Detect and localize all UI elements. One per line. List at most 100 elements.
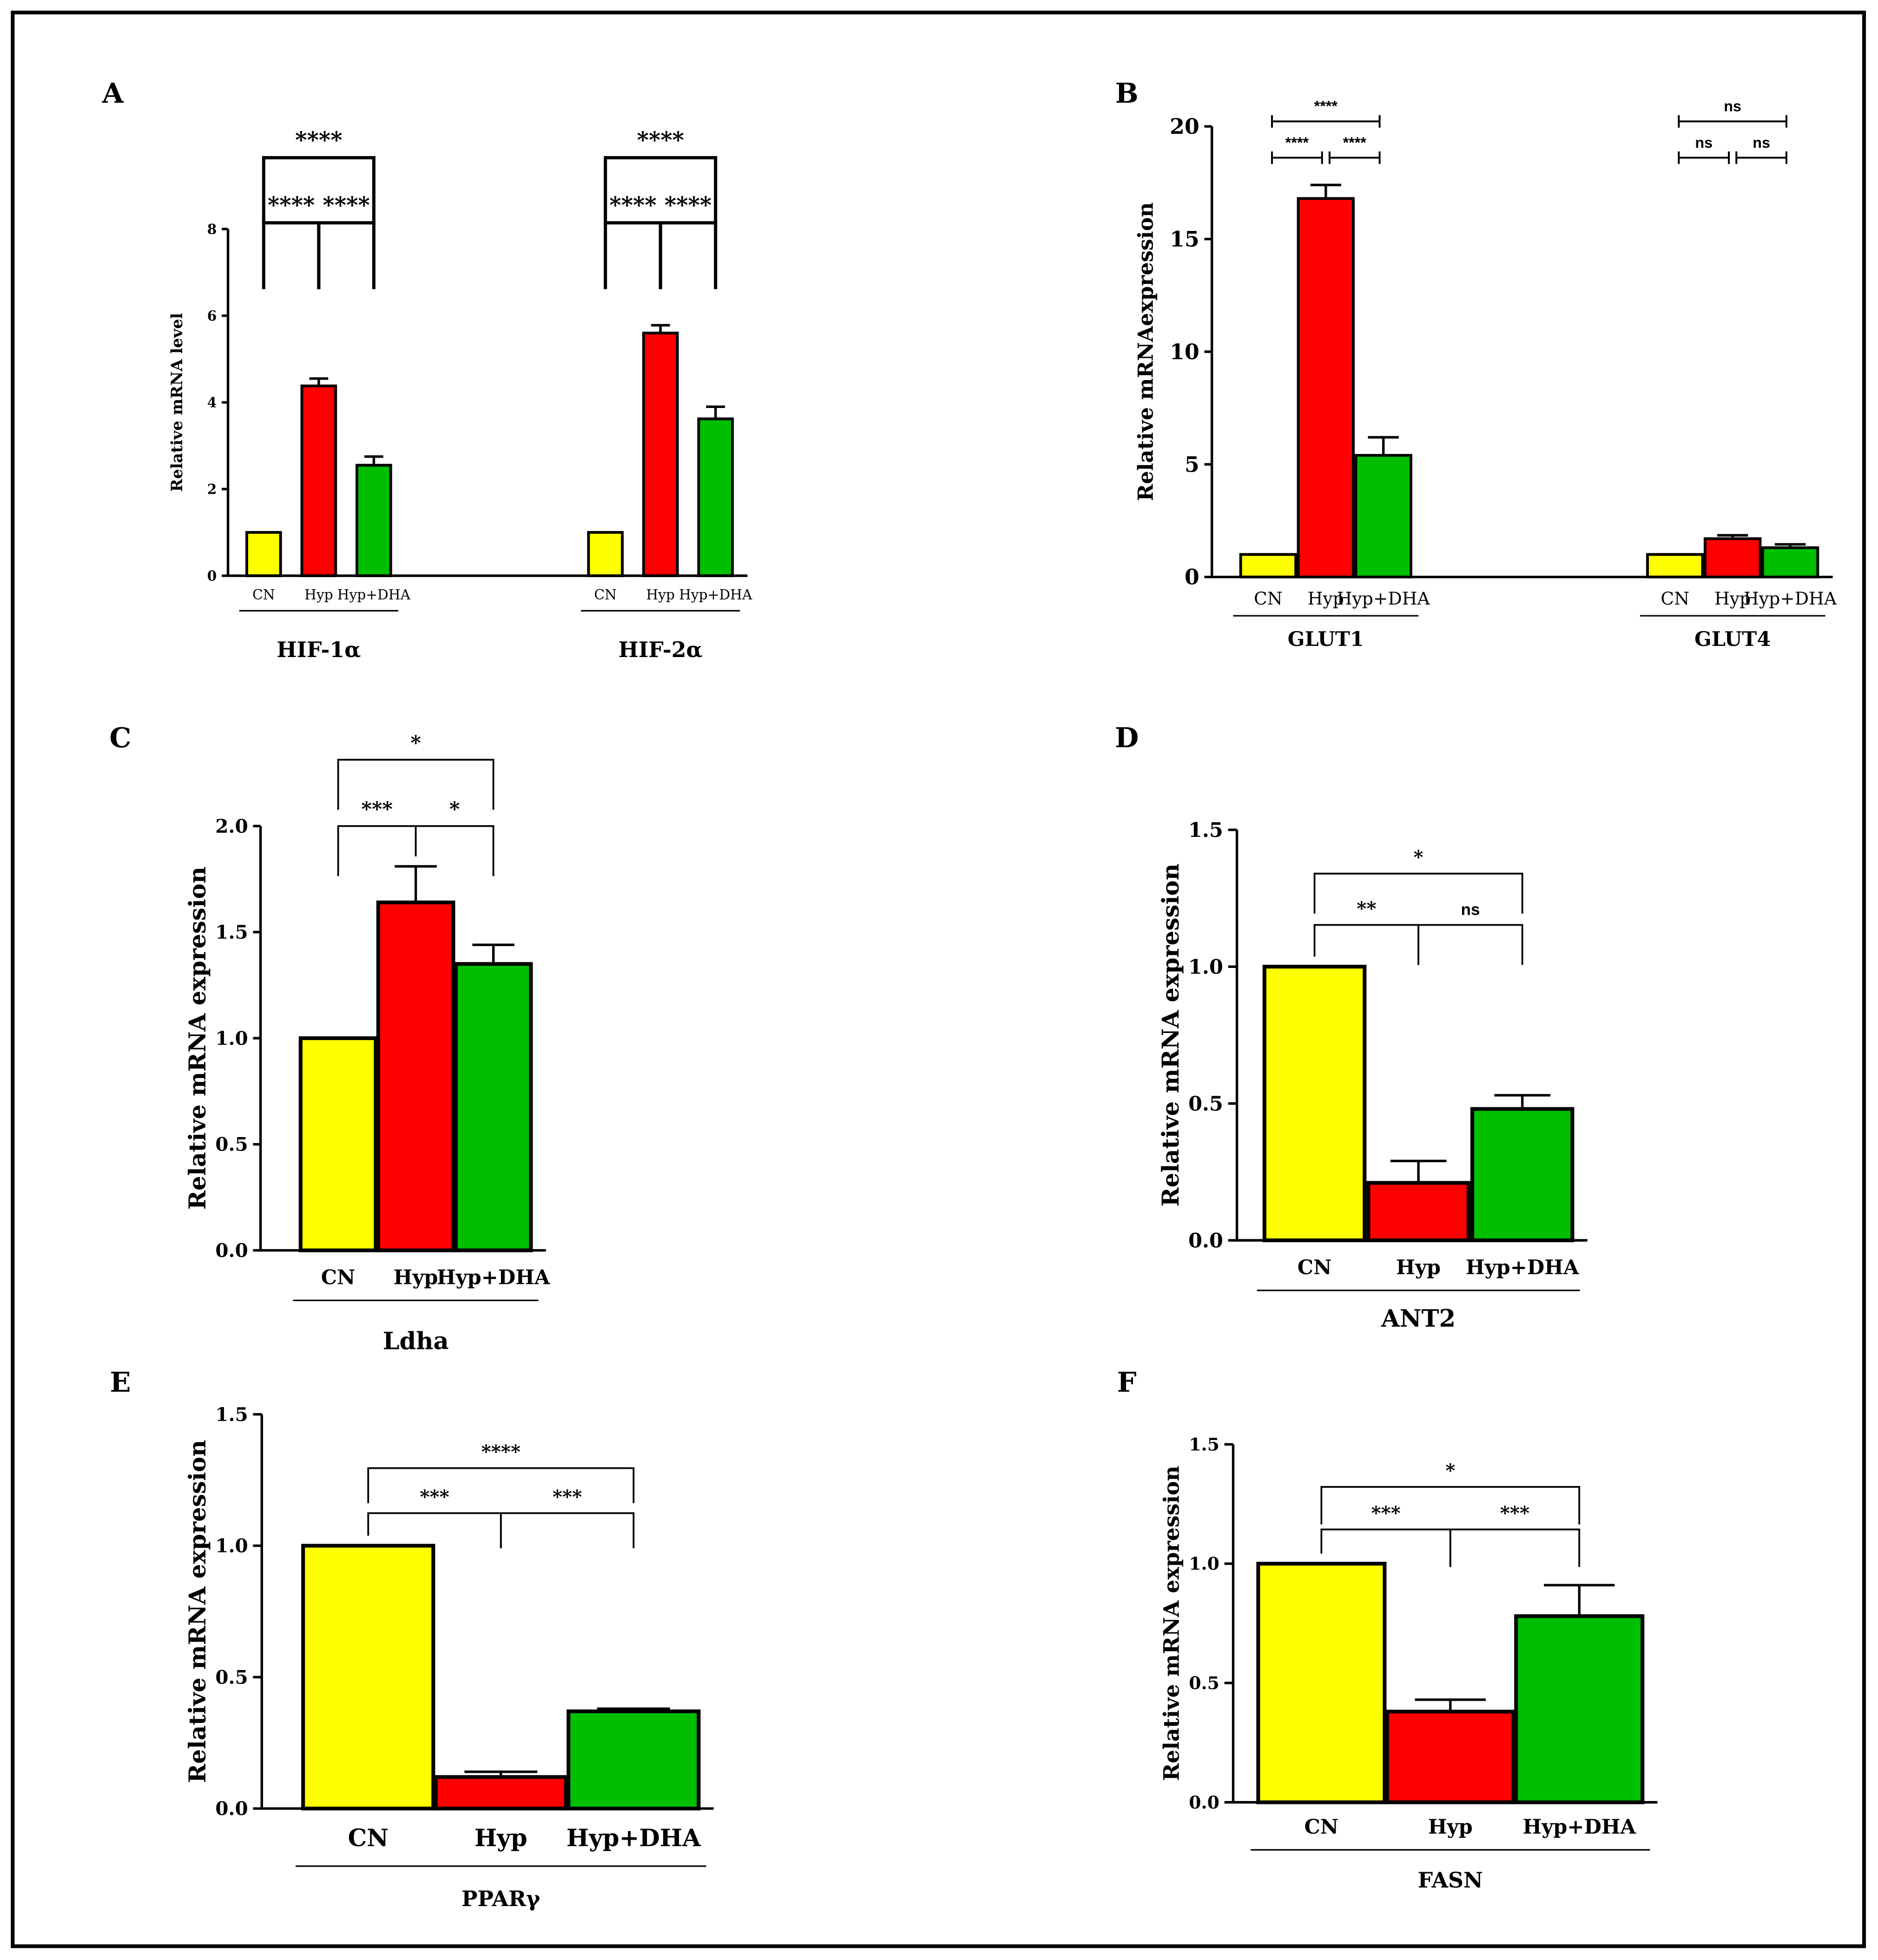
panel-c-ldha-category-label: Hyp <box>394 1266 438 1289</box>
sig-label: ** <box>1357 897 1376 920</box>
panel-a-hif-1-bar-hyp-dha <box>356 464 392 577</box>
sig-label: * <box>1414 846 1423 868</box>
sig-label: ns <box>1461 901 1480 919</box>
panel-a-y-label: Relative mRNA level <box>167 313 186 492</box>
panel-c-ldha-category-label: CN <box>321 1266 356 1289</box>
panel-b-y-label: Relative mRNAexpression <box>1134 202 1158 501</box>
sig-label: *** <box>361 798 393 821</box>
panel-b-glut1-group-label: GLUT1 <box>1288 628 1364 651</box>
panel-a-hif-1-sig-bracket: **** <box>317 192 376 289</box>
panel-b-glut4-category-label: Hyp+DHA <box>1744 588 1837 609</box>
sig-label: * <box>410 731 421 755</box>
panel-f-y-tick-label: 1.0 <box>1189 1553 1219 1574</box>
sig-label: * <box>449 798 460 821</box>
panel-c-ldha-group-label: Ldha <box>383 1328 449 1355</box>
panel-d-ant2-bar-cn <box>1262 965 1367 1243</box>
sig-label: *** <box>553 1486 582 1508</box>
panel-d-letter: D <box>1115 721 1139 754</box>
sig-label: **** <box>295 127 342 153</box>
panel-d-ant2-sig-bracket: * <box>1313 846 1523 914</box>
panel-e-ppar-bar-hyp-dha <box>567 1709 701 1811</box>
panel-f-fasn-group-label: FASN <box>1418 1868 1483 1893</box>
panel-a-hif-2-sig-bracket: **** <box>604 127 718 224</box>
sig-bracket-line <box>1320 1486 1581 1525</box>
figure-border <box>11 10 1866 1948</box>
panel-a-hif-2-sig-bracket: **** <box>659 192 718 289</box>
panel-c-ldha-bar-cn <box>298 1036 378 1252</box>
panel-f-fasn-bar-hyp-dha <box>1514 1614 1645 1804</box>
panel-a-hif-2-category-label: CN <box>594 587 617 603</box>
panel-c-y-label: Relative mRNA expression <box>184 867 211 1210</box>
panel-b-y-tick-label: 0 <box>1185 565 1199 590</box>
sig-bracket-line <box>659 221 718 289</box>
panel-b-glut4-bar-hyp-dha <box>1761 546 1819 579</box>
panel-c-y-tick-label: 2.0 <box>215 815 248 837</box>
panel-a-hif-2-category-label: Hyp <box>646 587 675 603</box>
panel-b-glut4-sig-bracket: ns <box>1735 134 1788 164</box>
sig-bracket-line <box>262 156 376 224</box>
panel-d-ant2-bar-hyp <box>1366 1181 1470 1243</box>
panel-f-fasn-category-label: CN <box>1305 1815 1339 1839</box>
panel-b-glut4-bar-cn <box>1646 553 1704 579</box>
panel-d-y-tick-label: 1.0 <box>1188 955 1223 979</box>
panel-f-fasn-category-label: Hyp+DHA <box>1522 1815 1636 1839</box>
panel-a-y-tick-label: 2 <box>207 481 217 497</box>
panel-b-glut1-category-label: Hyp+DHA <box>1337 588 1430 609</box>
panel-c-ldha-bar-hyp <box>376 901 455 1252</box>
sig-label: ns <box>1753 134 1770 151</box>
sig-label: **** <box>637 127 684 153</box>
panel-a-hif-2-bar-hyp-dha <box>697 417 734 577</box>
panel-c-y-tick-label: 0.5 <box>215 1133 248 1156</box>
sig-bracket-line <box>1313 924 1419 965</box>
panel-b-y-tick-label: 5 <box>1185 452 1199 477</box>
panel-b-glut4-group-label: GLUT4 <box>1694 628 1771 651</box>
panel-f-y-tick-label: 1.5 <box>1189 1434 1219 1454</box>
panel-f-fasn-category-label: Hyp <box>1428 1815 1473 1839</box>
panel-d-ant2-group-label: ANT2 <box>1381 1305 1456 1333</box>
panel-b-glut4-sig-bracket: ns <box>1678 98 1788 128</box>
panel-c-ldha-sig-bracket: * <box>415 798 494 876</box>
sig-label: *** <box>1500 1502 1529 1524</box>
sig-bracket-line <box>317 221 376 289</box>
panel-e-ppar-category-label: Hyp <box>474 1824 527 1852</box>
panel-b-glut1-sig-bracket: **** <box>1271 134 1323 164</box>
sig-bracket-line <box>367 1467 635 1503</box>
panel-c-y-tick-label: 0.0 <box>215 1239 248 1262</box>
sig-label: ns <box>1695 134 1713 151</box>
panel-e-y-tick-label: 0.5 <box>215 1666 248 1688</box>
panel-b-glut1-bar-cn <box>1239 553 1298 579</box>
panel-a-hif-1-sig-bracket: **** <box>262 127 376 224</box>
panel-a-hif-2-sig-bracket: **** <box>604 192 662 289</box>
panel-d-ant2-category-label: Hyp+DHA <box>1466 1256 1579 1279</box>
panel-a-y-tick-label: 8 <box>207 221 217 237</box>
panel-a-hif-2-group-label: HIF-2α <box>619 637 703 662</box>
panel-b-glut1-bar-hyp <box>1297 197 1355 579</box>
panel-c-ldha-category-label: Hyp+DHA <box>437 1266 550 1289</box>
sig-label: **** <box>481 1440 521 1463</box>
panel-b-glut1-category-label: CN <box>1254 588 1283 609</box>
panel-f-fasn-bar-cn <box>1256 1562 1387 1804</box>
panel-f-fasn-sig-bracket: *** <box>1449 1502 1581 1567</box>
sig-label: *** <box>420 1486 449 1508</box>
panel-c-y-tick-label: 1.5 <box>215 921 248 943</box>
sig-label: **** <box>1314 98 1338 115</box>
panel-b-glut1-sig-bracket: **** <box>1271 98 1381 128</box>
panel-a-hif-2-bar-cn <box>587 531 624 577</box>
sig-bracket-line <box>1449 1528 1581 1567</box>
panel-c-ldha-bar-hyp-dha <box>454 962 533 1252</box>
panel-a-hif-1-bar-hyp <box>300 384 337 577</box>
panel-b-glut4-sig-bracket: ns <box>1678 134 1730 164</box>
panel-d-ant2-sig-bracket: ns <box>1417 901 1523 965</box>
panel-a-hif-1-category-label: Hyp+DHA <box>337 587 411 603</box>
panel-a-hif-1-category-label: CN <box>252 587 275 603</box>
sig-label: *** <box>1371 1502 1400 1524</box>
panel-e-y-tick-label: 1.5 <box>215 1403 248 1426</box>
sig-bracket-line <box>337 759 494 810</box>
sig-bracket-line <box>262 221 321 289</box>
sig-label: **** <box>1285 134 1309 151</box>
